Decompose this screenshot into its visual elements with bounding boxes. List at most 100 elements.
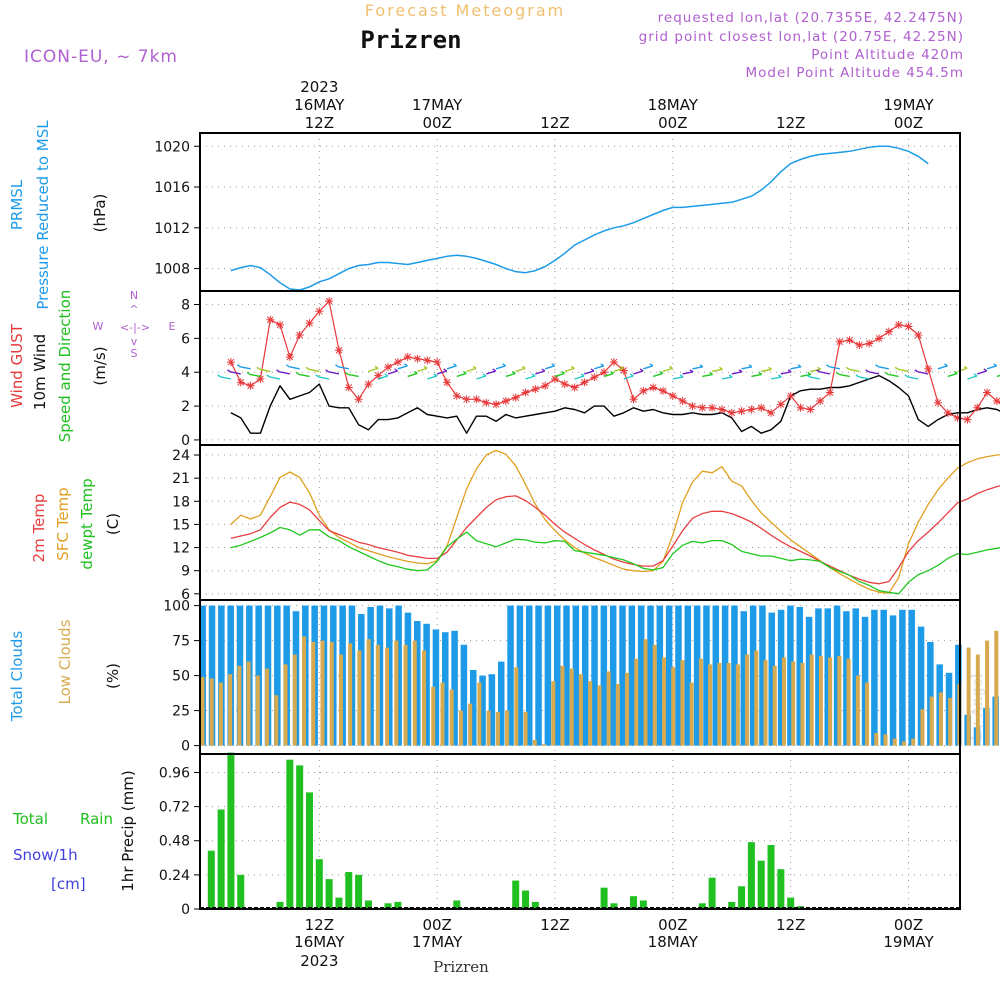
y-tick-label: 2 (181, 399, 190, 415)
y-tick-label: 6 (181, 331, 190, 347)
wind-direction-arrow (947, 370, 958, 378)
low-cloud-bar (781, 657, 786, 746)
total-cloud-bar (488, 674, 496, 746)
y-tick-label: 50 (172, 669, 190, 685)
model-altitude: Model Point Altitude 454.5m (746, 65, 964, 81)
low-cloud-bar (883, 734, 888, 746)
precip-bar (207, 850, 215, 909)
time-label-top: 00Z (894, 114, 923, 132)
dewpt-line (230, 526, 1000, 595)
wind-direction-arrow (525, 373, 536, 380)
precip-bar (237, 874, 245, 909)
pressure-unit: (hPa) (91, 194, 109, 233)
total-cloud-bar (889, 615, 897, 746)
wind-direction-arrow (486, 368, 497, 375)
low-cloud-bar (606, 671, 611, 746)
wind-direction-arrow (436, 368, 448, 375)
low-cloud-bar (735, 664, 740, 746)
time-label-top: 2023 (300, 78, 338, 96)
total-cloud-bar (423, 623, 430, 746)
gust-marker (796, 403, 805, 412)
wind-direction-arrow (623, 373, 634, 380)
precip-bar (531, 901, 539, 909)
gust-marker (845, 336, 854, 345)
low-cloud-bar (855, 675, 860, 746)
temp-sfc-label: SFC Temp (54, 487, 72, 560)
total-cloud-bar (628, 605, 636, 746)
time-label-bottom: 18MAY (648, 933, 699, 951)
low-cloud-bar (754, 650, 759, 746)
total-cloud-bar (843, 611, 850, 746)
axis-ticks: 1008101210161020024686912151821240255075… (154, 139, 200, 918)
total-cloud-bar (516, 605, 524, 746)
wind-direction-arrow (594, 363, 605, 370)
total-cloud-bar (507, 605, 514, 746)
low-cloud-bar (652, 644, 657, 746)
wind-direction-arrow (554, 370, 565, 378)
precip-bar (600, 887, 608, 909)
low-cloud-bar (929, 696, 934, 746)
wind-unit: (m/s) (91, 346, 109, 385)
pressure-label: Pressure Reduced to MSL (34, 120, 52, 310)
wind-direction-arrow (806, 374, 821, 380)
location-title: Prizren (360, 26, 461, 54)
low-cloud-bar (421, 650, 426, 746)
total-cloud-bar (208, 605, 216, 746)
low-cloud-bar (209, 678, 214, 746)
total-cloud-bar (824, 608, 831, 746)
precip-bar (453, 900, 461, 909)
wind-10m-line (230, 374, 1000, 434)
time-label-top: 17MAY (412, 96, 463, 114)
panel-frame (199, 753, 961, 910)
total-cloud-bar (740, 611, 748, 746)
wind-direction-arrow (285, 364, 300, 370)
total-cloud-bar (553, 605, 561, 746)
total-cloud-bar (609, 605, 617, 746)
total-cloud-bar (619, 605, 626, 746)
total-cloud-bar (376, 605, 384, 746)
low-cloud-bar (348, 643, 353, 746)
gust-marker (943, 408, 952, 417)
y-tick-label: 18 (172, 494, 190, 510)
gust-marker (550, 375, 559, 383)
precip-bar (335, 897, 343, 909)
gust-marker (472, 395, 481, 404)
wind-direction-arrow (721, 374, 733, 380)
wind-direction-arrow (217, 374, 232, 380)
low-cloud-bar (394, 640, 399, 746)
gust-marker (992, 397, 1000, 405)
low-cloud-bar (301, 636, 306, 746)
total-cloud-bar (451, 630, 458, 746)
y-tick-label: 1016 (154, 180, 190, 196)
model-label: ICON-EU, ~ 7km (24, 47, 178, 67)
time-label-bottom: 12Z (776, 916, 805, 934)
precip-bar (698, 903, 706, 909)
wind-direction-arrow (845, 366, 860, 373)
gust-marker (256, 375, 265, 383)
gust-marker (285, 353, 294, 361)
total-cloud-bar (712, 605, 720, 746)
wind-direction-arrow (904, 374, 919, 380)
gust-marker (983, 388, 992, 397)
low-cloud-bar (911, 738, 916, 746)
pressure-line (230, 145, 929, 291)
low-cloud-bar (809, 654, 814, 746)
wind-direction-arrow (397, 363, 408, 370)
clouds-unit: (%) (104, 663, 122, 689)
precip-total-label: Total (12, 810, 48, 828)
gust-marker (747, 405, 756, 414)
precip-bar (767, 845, 775, 909)
meteogram-title: Forecast Meteogram (365, 1, 565, 20)
gust-marker (334, 346, 343, 355)
total-cloud-bar (386, 608, 393, 746)
wind-direction-arrow (246, 371, 261, 378)
gust-marker (364, 380, 373, 389)
time-label-bottom: 19MAY (883, 933, 934, 951)
gust-marker (649, 383, 658, 392)
low-cloud-bar (200, 677, 205, 746)
precip-bar (728, 901, 736, 909)
gust-marker (246, 381, 255, 390)
gust-marker (639, 386, 648, 395)
total-cloud-bar (749, 605, 757, 746)
